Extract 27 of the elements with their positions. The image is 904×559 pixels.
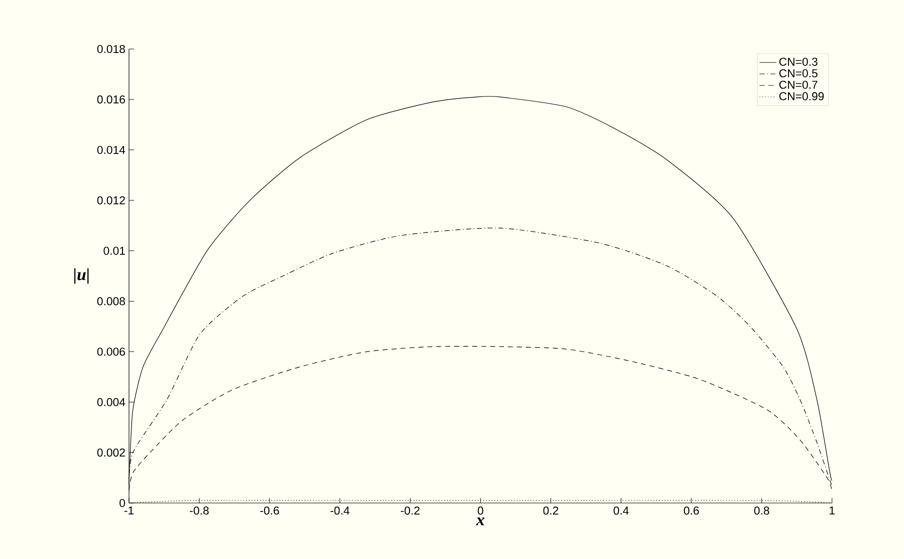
y-tick-label: 0.002 xyxy=(97,448,125,457)
y-tick-label: 0.012 xyxy=(97,196,125,204)
y-tick-label: 0.008 xyxy=(97,297,125,306)
x-tick-label: 0.6 xyxy=(684,506,699,515)
y-tick-label: 0.018 xyxy=(97,44,125,54)
y-tick-label: 0.014 xyxy=(97,146,126,154)
x-tick-label: 0 xyxy=(478,506,484,515)
y-tick-label: 0 xyxy=(120,498,126,508)
y-axis-title: |u| xyxy=(74,268,89,284)
x-tick-label: 1 xyxy=(830,506,835,514)
x-tick-label: 0.4 xyxy=(614,506,629,515)
x-axis-title: x xyxy=(476,517,484,526)
x-tick-label: -0.2 xyxy=(400,506,420,515)
x-tick-label: -0.8 xyxy=(190,506,209,515)
legend-label: CN=0.7 xyxy=(779,80,818,89)
x-tick-label: -0.6 xyxy=(260,506,279,515)
x-tick-label: -1 xyxy=(124,506,134,514)
x-tick-label: 0.2 xyxy=(543,506,558,515)
y-tick-label: 0.01 xyxy=(104,246,125,255)
legend-label: CN=0.99 xyxy=(779,92,824,100)
y-tick-label: 0.004 xyxy=(97,398,126,406)
legend-label: CN=0.3 xyxy=(779,58,818,66)
x-tick-label: 0.8 xyxy=(754,506,770,515)
y-tick-label: 0.006 xyxy=(97,348,125,356)
x-tick-label: -0.4 xyxy=(330,506,350,515)
legend-label: CN=0.5 xyxy=(779,69,818,78)
y-tick-label: 0.016 xyxy=(97,95,125,104)
